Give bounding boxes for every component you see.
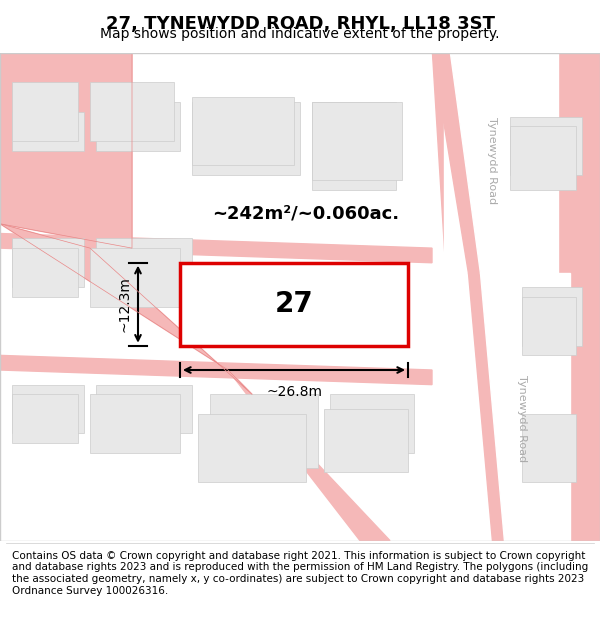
Bar	[12, 248, 78, 297]
Bar	[96, 102, 180, 151]
Bar	[510, 116, 582, 175]
Text: Tynewydd Road: Tynewydd Road	[517, 375, 527, 462]
Polygon shape	[444, 53, 510, 541]
Bar	[96, 384, 192, 433]
Bar	[90, 82, 174, 141]
Text: ~242m²/~0.060ac.: ~242m²/~0.060ac.	[212, 205, 400, 223]
Polygon shape	[0, 234, 432, 262]
Bar	[180, 262, 408, 346]
Bar	[522, 414, 576, 482]
Bar	[312, 102, 396, 189]
Polygon shape	[480, 272, 570, 541]
Bar	[510, 126, 576, 189]
Polygon shape	[0, 53, 132, 248]
Bar	[90, 394, 180, 453]
Text: 27: 27	[275, 290, 313, 318]
Bar	[96, 238, 192, 297]
Bar	[522, 297, 576, 356]
Text: Tynewydd Road: Tynewydd Road	[487, 117, 497, 204]
Bar	[330, 394, 414, 453]
Bar	[522, 287, 582, 346]
Polygon shape	[432, 53, 600, 272]
Text: 27, TYNEWYDD ROAD, RHYL, LL18 3ST: 27, TYNEWYDD ROAD, RHYL, LL18 3ST	[106, 15, 494, 33]
Bar	[12, 394, 78, 443]
Polygon shape	[0, 224, 252, 394]
Bar	[198, 414, 306, 482]
Bar	[12, 82, 78, 141]
Polygon shape	[432, 53, 600, 541]
Bar	[192, 102, 300, 175]
Bar	[210, 394, 318, 468]
Bar	[12, 384, 84, 433]
Bar	[324, 409, 408, 472]
Bar	[192, 97, 294, 165]
Bar	[90, 248, 180, 307]
Polygon shape	[0, 356, 432, 384]
Bar	[312, 102, 402, 180]
Polygon shape	[468, 272, 600, 541]
Polygon shape	[228, 370, 390, 541]
Text: ~12.3m: ~12.3m	[118, 276, 132, 332]
Text: Map shows position and indicative extent of the property.: Map shows position and indicative extent…	[100, 28, 500, 41]
Text: ~26.8m: ~26.8m	[266, 384, 322, 399]
Polygon shape	[450, 53, 558, 272]
Text: Contains OS data © Crown copyright and database right 2021. This information is : Contains OS data © Crown copyright and d…	[12, 551, 588, 596]
Bar	[12, 112, 84, 151]
Bar	[12, 238, 84, 287]
